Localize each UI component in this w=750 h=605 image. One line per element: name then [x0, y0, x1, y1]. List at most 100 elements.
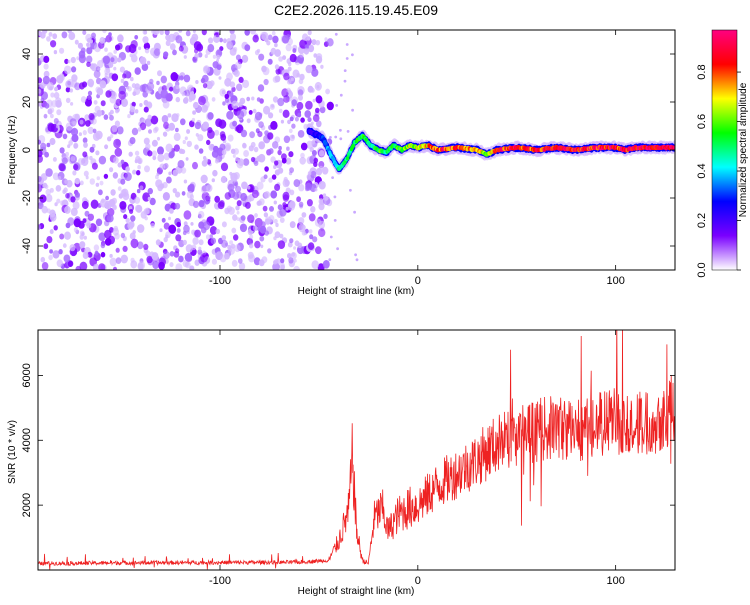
noise-blob: [247, 251, 254, 259]
noise-blob: [198, 239, 204, 246]
noise-blob: [84, 210, 90, 217]
noise-blob: [280, 264, 285, 270]
noise-blob: [163, 51, 169, 58]
noise-blob: [168, 224, 177, 234]
noise-blob: [153, 48, 161, 56]
noise-blob: [109, 253, 113, 258]
noise-blob: [78, 50, 86, 59]
noise-blob: [144, 207, 151, 215]
noise-blob: [50, 92, 55, 98]
noise-blob: [175, 263, 183, 270]
noise-blob: [248, 145, 254, 152]
noise-blob: [207, 112, 214, 120]
noise-blob: [96, 87, 104, 96]
colorbar-ticks: 0.0 0.2 0.4 0.6 0.8: [696, 64, 741, 278]
noise-blob: [162, 131, 168, 137]
noise-blob: [289, 134, 295, 142]
noise-blob: [125, 217, 130, 223]
noise-blob: [263, 105, 271, 115]
noise-blob: [39, 194, 47, 203]
noise-blob: [335, 104, 339, 107]
colorbar-tick-label: 0.4: [696, 163, 708, 178]
noise-blob: [41, 262, 49, 270]
noise-blob: [127, 114, 131, 119]
y-tick-label: 40: [21, 48, 33, 60]
noise-blob: [159, 228, 163, 233]
noise-blob: [215, 228, 221, 235]
noise-blob: [99, 37, 106, 44]
noise-blob: [310, 170, 317, 179]
noise-blob: [272, 76, 279, 83]
noise-blob: [234, 182, 239, 187]
noise-blob: [349, 188, 352, 192]
noise-blob: [254, 111, 263, 121]
noise-blob: [151, 30, 156, 35]
noise-blob: [77, 42, 83, 49]
noise-blob: [134, 67, 141, 75]
signal-ridge: [306, 123, 675, 175]
noise-blob: [211, 97, 216, 102]
x-tick-label: 0: [415, 575, 421, 587]
noise-blob: [239, 223, 248, 233]
noise-blob: [104, 72, 108, 77]
noise-blob: [155, 174, 159, 180]
noise-blob: [132, 169, 137, 175]
noise-blob: [189, 120, 195, 128]
noise-blob: [102, 30, 107, 34]
noise-blob: [272, 35, 279, 44]
noise-blob: [109, 257, 117, 267]
noise-blob: [175, 35, 183, 44]
noise-blob: [209, 234, 213, 239]
noise-blob: [300, 152, 305, 159]
y-tick-label: -20: [21, 190, 33, 206]
noise-blob: [94, 250, 99, 256]
noise-blob: [162, 100, 170, 109]
noise-blob: [149, 251, 155, 257]
noise-blob: [198, 221, 205, 229]
noise-blob: [319, 194, 324, 200]
noise-blob: [130, 215, 136, 222]
noise-blob: [292, 48, 297, 53]
noise-blob: [240, 215, 246, 221]
noise-blob: [291, 99, 298, 107]
noise-blob: [346, 130, 350, 133]
noise-blob: [170, 202, 177, 210]
noise-blob: [336, 247, 339, 251]
noise-blob: [299, 52, 304, 58]
noise-blob: [44, 151, 49, 158]
noise-blob: [214, 129, 220, 136]
noise-blob: [296, 196, 301, 203]
noise-blob: [147, 150, 153, 157]
noise-blob: [175, 127, 179, 133]
noise-blob: [211, 178, 215, 183]
noise-blob: [89, 146, 95, 153]
noise-blob: [228, 90, 234, 97]
noise-blob: [268, 112, 274, 119]
noise-blob: [43, 55, 50, 64]
noise-blob: [247, 185, 251, 190]
noise-blob: [144, 47, 150, 54]
noise-blob: [39, 82, 46, 89]
noise-blob: [78, 132, 82, 137]
noise-blob: [324, 196, 329, 201]
noise-blob: [318, 228, 326, 238]
noise-blob: [243, 150, 250, 157]
noise-blob: [49, 137, 56, 146]
noise-blob: [93, 70, 101, 79]
noise-blob: [258, 121, 264, 128]
noise-blob: [178, 255, 184, 263]
noise-blob: [120, 159, 125, 165]
noise-blob: [100, 198, 105, 203]
noise-blob: [55, 100, 62, 108]
noise-blob: [249, 30, 257, 35]
noise-blob: [241, 181, 248, 190]
noise-blob: [267, 34, 273, 41]
noise-blob: [212, 61, 219, 69]
noise-blob: [72, 120, 77, 126]
noise-blob: [220, 133, 227, 141]
noise-blob: [248, 243, 254, 249]
noise-blob: [68, 140, 73, 146]
noise-blob: [194, 144, 199, 150]
noise-blob: [52, 250, 60, 259]
noise-blob: [316, 120, 322, 128]
